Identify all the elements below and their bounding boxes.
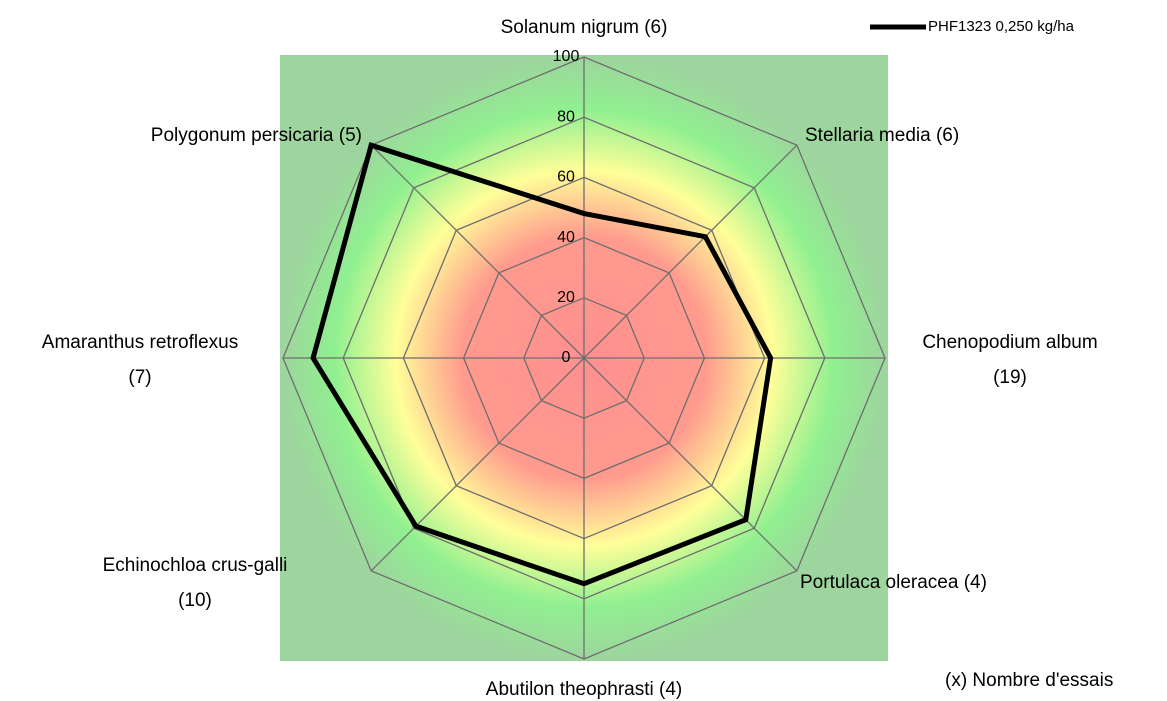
y-tick-label: 80 (557, 108, 575, 125)
spoke (370, 357, 585, 572)
spoke (370, 144, 585, 359)
y-tick-label: 100 (553, 48, 580, 65)
category-label: Abutilon theophrasti (4) (485, 679, 683, 700)
category-label: Solanum nigrum (6) (500, 17, 668, 38)
category-label: Echinochloa crus-galli (10) (102, 555, 288, 611)
category-label: Amaranthus retroflexus (7) (41, 332, 239, 388)
category-label: Stellaria media (6) (805, 125, 960, 146)
y-tick-label: 40 (557, 229, 575, 246)
category-label: Chenopodium album (19) (922, 332, 1098, 388)
legend-label: PHF1323 0,250 kg/ha (928, 18, 1075, 35)
category-label: Polygonum persicaria (5) (150, 125, 362, 146)
annotation: (x) Nombre d'essais (945, 670, 1114, 691)
series-line (310, 141, 774, 587)
y-tick-label: 60 (557, 169, 575, 186)
spoke (583, 357, 798, 572)
spoke (583, 144, 798, 359)
y-tick-label: 20 (557, 289, 575, 306)
category-label: Portulaca oleracea (4) (800, 572, 987, 593)
y-tick-label: 0 (562, 349, 571, 366)
